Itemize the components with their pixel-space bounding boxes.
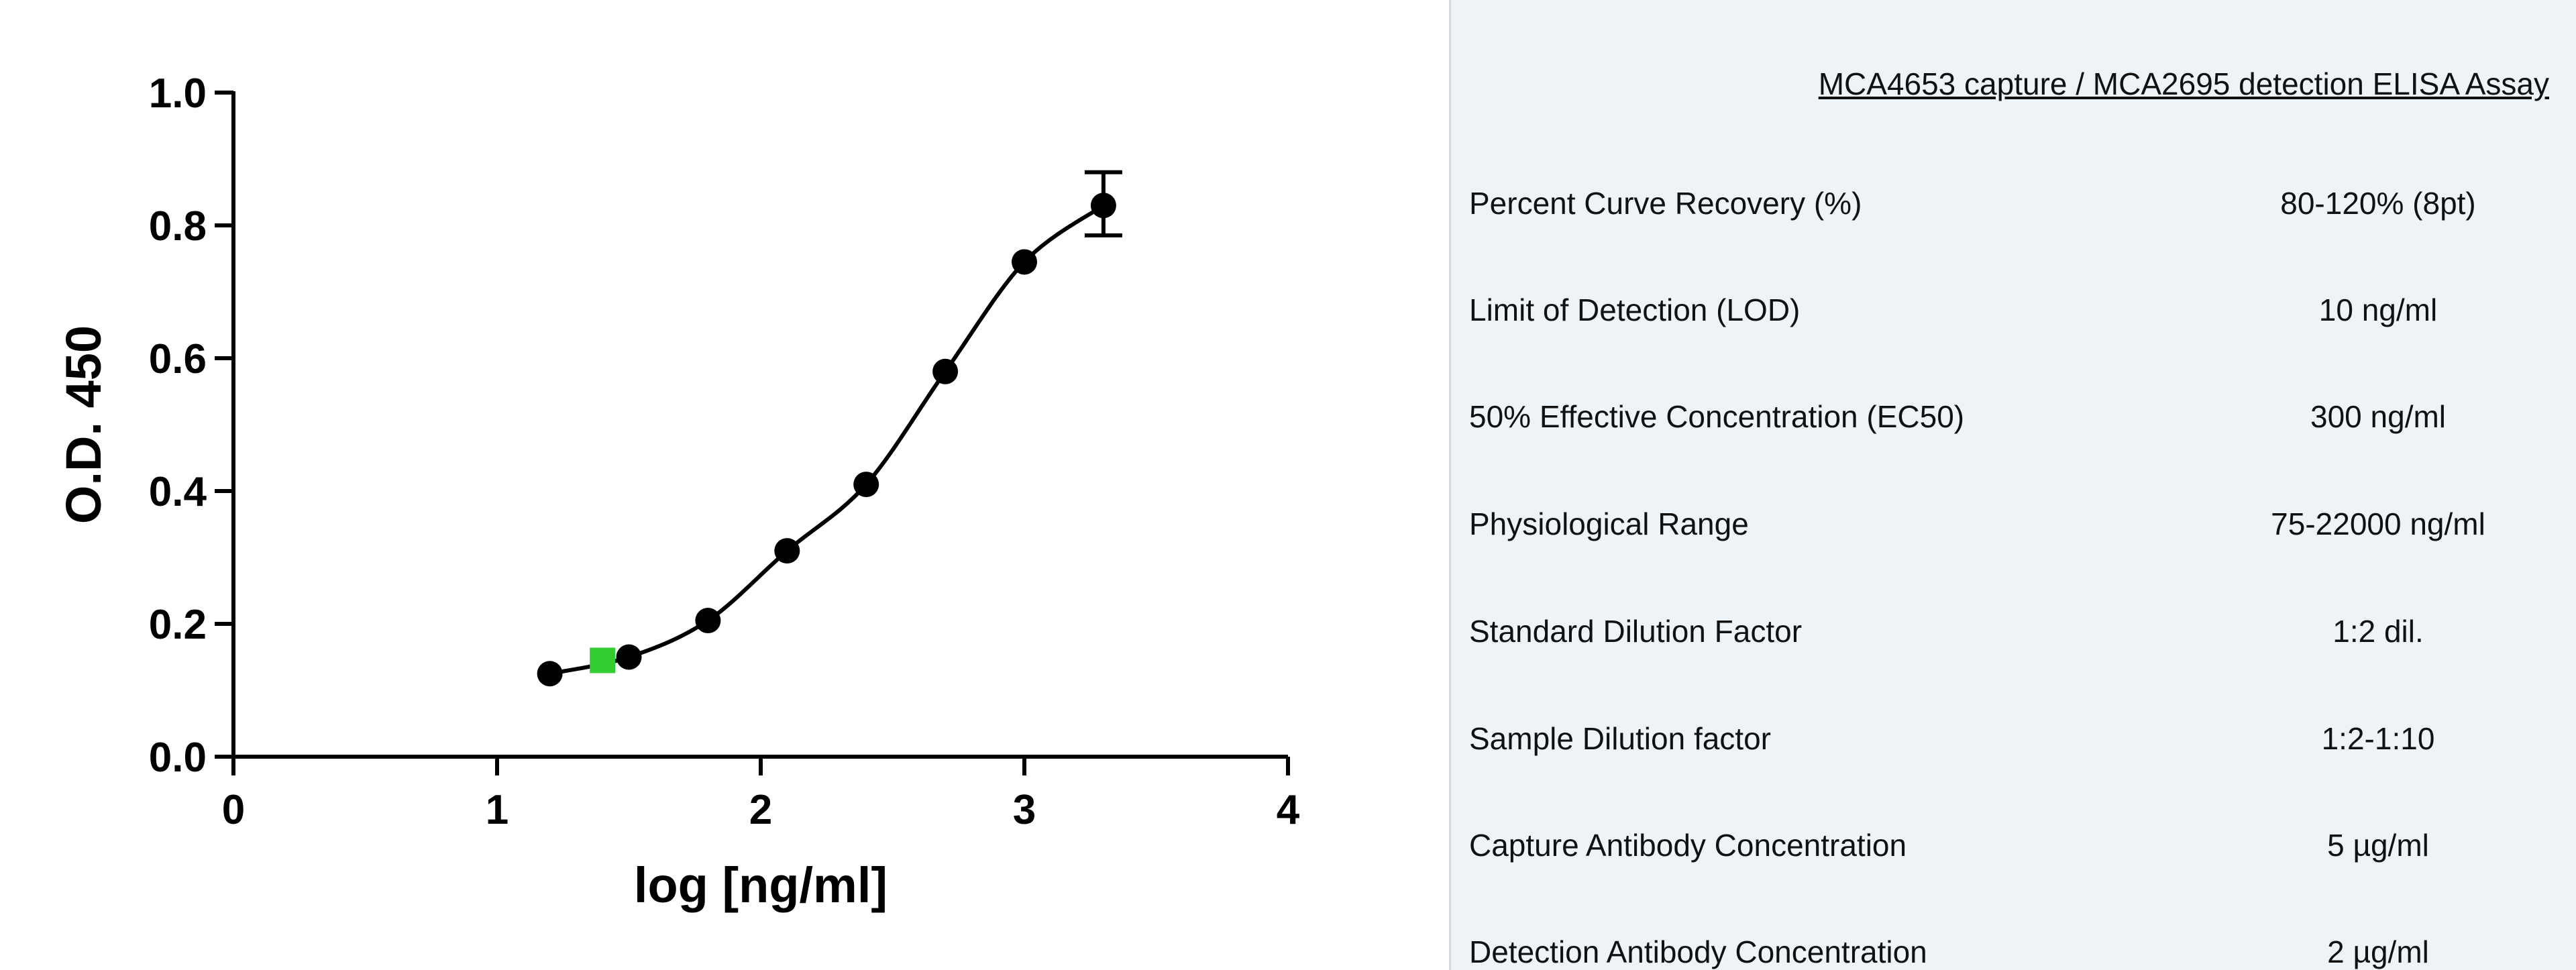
data-point xyxy=(695,608,721,634)
table-row: Standard Dilution Factor 1:2 dil. xyxy=(1451,604,2576,657)
table-row: Sample Dilution factor 1:2-1:10 xyxy=(1451,711,2576,765)
y-tick-label: 0.6 xyxy=(149,336,207,382)
table-row-label: Detection Antibody Concentration xyxy=(1469,934,1927,969)
chart-svg: 0.0 0.2 0.4 0.6 0.8 1.0 0 1 2 3 4 log [ng/ml] O.D. 4… xyxy=(56,70,1300,913)
table-row-label: Limit of Detection (LOD) xyxy=(1469,292,1801,327)
x-tick-label: 2 xyxy=(749,787,772,833)
table-row-label: Sample Dilution factor xyxy=(1469,721,1771,756)
data-point xyxy=(932,358,959,384)
table-row: Limit of Detection (LOD) 10 ng/ml xyxy=(1451,282,2576,336)
table-row-label: Physiological Range xyxy=(1469,506,1749,541)
data-point xyxy=(1090,193,1116,219)
table-row: Detection Antibody Concentration 2 µg/ml xyxy=(1451,924,2576,970)
table-row-label: Capture Antibody Concentration xyxy=(1469,828,1907,863)
x-tick-label: 3 xyxy=(1013,787,1036,833)
y-tick-label: 1.0 xyxy=(149,70,207,117)
table-row-value: 1:2 dil. xyxy=(2332,614,2424,649)
data-point xyxy=(537,661,563,687)
table-row-label: Percent Curve Recovery (%) xyxy=(1469,186,1862,221)
table-row-value: 75-22000 ng/ml xyxy=(2271,506,2485,541)
data-point xyxy=(774,538,800,564)
x-tick-label: 4 xyxy=(1277,787,1300,833)
table-row: Percent Curve Recovery (%) 80-120% (8pt) xyxy=(1451,176,2576,229)
table-row-value: 5 µg/ml xyxy=(2327,828,2429,863)
table-row-value: 1:2-1:10 xyxy=(2321,721,2435,756)
table-row-value: 80-120% (8pt) xyxy=(2280,186,2476,221)
table-row-value: 10 ng/ml xyxy=(2318,292,2438,327)
data-point xyxy=(853,472,879,498)
data-point xyxy=(1012,249,1037,275)
table-row: 50% Effective Concentration (EC50) 300 ng… xyxy=(1451,389,2576,443)
data-point xyxy=(616,644,642,670)
x-tick-label: 0 xyxy=(222,787,245,833)
y-tick-label: 0.2 xyxy=(149,602,207,648)
chart-area: 0.0 0.2 0.4 0.6 0.8 1.0 0 1 2 3 4 log [ng/ml] O.D. 4… xyxy=(56,70,1300,913)
table-row-label: 50% Effective Concentration (EC50) xyxy=(1469,399,1965,434)
x-tick-label: 1 xyxy=(486,787,508,833)
y-tick-label: 0.0 xyxy=(149,735,207,781)
table-row: Capture Antibody Concentration 5 µg/ml xyxy=(1451,818,2576,871)
table-row-value: 2 µg/ml xyxy=(2327,934,2429,969)
assay-table-title: MCA4653 capture / MCA2695 detection ELIS… xyxy=(1818,66,2549,101)
highlight-marker xyxy=(590,647,616,673)
assay-table-rows: Percent Curve Recovery (%) 80-120% (8pt) L… xyxy=(1451,0,2576,970)
table-row-value: 300 ng/ml xyxy=(2310,399,2447,434)
assay-table-panel: MCA4653 capture / MCA2695 detection ELIS… xyxy=(1449,0,2576,970)
fit-curve xyxy=(549,203,1105,676)
table-row-label: Standard Dilution Factor xyxy=(1469,614,1803,649)
y-axis-title: O.D. 450 xyxy=(56,325,111,524)
y-tick-label: 0.4 xyxy=(149,469,207,515)
x-axis-title: log [ng/ml] xyxy=(634,857,888,913)
table-row: Physiological Range 75-22000 ng/ml xyxy=(1451,496,2576,550)
y-tick-label: 0.8 xyxy=(149,203,207,250)
